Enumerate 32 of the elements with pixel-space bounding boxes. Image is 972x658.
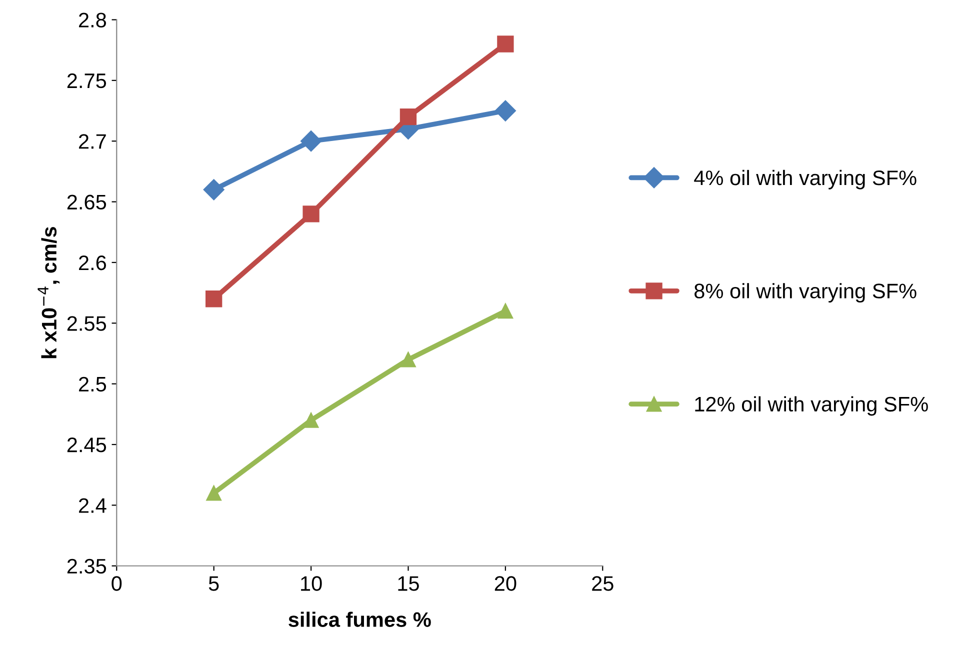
- y-tick-label: 2.75: [67, 73, 106, 88]
- legend-label: 8% oil with varying SF%: [694, 283, 916, 303]
- point: [203, 179, 224, 200]
- point: [400, 108, 417, 126]
- x-tick-label: 20: [494, 576, 516, 591]
- x-tick-label: 0: [112, 576, 122, 591]
- point: [303, 412, 319, 428]
- y-tick-label: 2.45: [67, 438, 106, 452]
- legend-label: 4% oil with varying SF%: [694, 170, 916, 190]
- y-tick-label: 2.7: [79, 134, 106, 149]
- y-tick-label: 2.6: [79, 255, 106, 270]
- x-tick-label: 5: [208, 576, 219, 591]
- y-tick-label: 2.35: [67, 558, 106, 574]
- legend-label: 12% oil with varying SF%: [695, 396, 928, 416]
- x-tick-label: 10: [301, 576, 322, 591]
- y-tick-label: 2.4: [79, 498, 106, 513]
- x-axis-title: silica fumes %: [288, 612, 431, 627]
- y-tick-label: 2.8: [79, 12, 106, 28]
- point: [498, 303, 514, 319]
- y-tick-label: 2.5: [79, 376, 106, 392]
- y-tick-label: 2.55: [67, 316, 106, 331]
- point: [206, 290, 222, 308]
- x-tick-label: 25: [592, 576, 614, 591]
- point: [400, 352, 416, 368]
- point: [302, 206, 320, 222]
- point: [494, 100, 516, 122]
- y-axis-title: k x10$^{−4}$, cm/s: [38, 226, 60, 358]
- point: [206, 485, 222, 501]
- point: [497, 36, 514, 52]
- point: [300, 130, 322, 152]
- x-tick-label: 15: [398, 576, 419, 591]
- y-tick-label: 2.65: [67, 194, 106, 210]
